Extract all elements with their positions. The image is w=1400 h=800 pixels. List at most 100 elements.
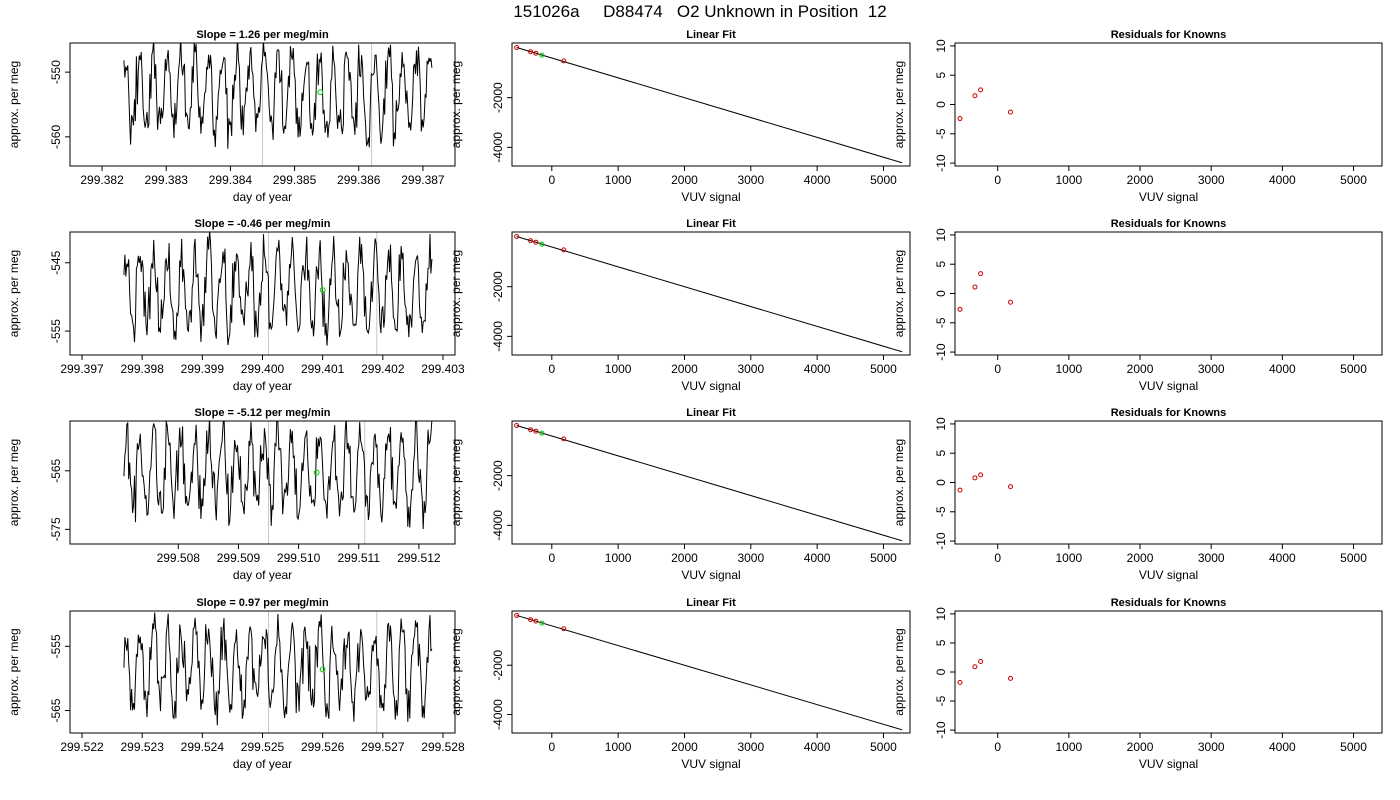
fit-line bbox=[516, 235, 903, 353]
timeseries-trace bbox=[123, 43, 433, 149]
plot-frame bbox=[69, 231, 456, 356]
panel-title: Linear Fit bbox=[686, 407, 736, 419]
timeseries-trace bbox=[123, 612, 433, 726]
plot-area bbox=[957, 472, 1014, 493]
x-axis-label: day of year bbox=[233, 190, 292, 204]
x-tick-label: 1000 bbox=[1056, 740, 1083, 754]
x-tick-label: 0 bbox=[994, 551, 1001, 565]
y-axis-label: approx. per meg bbox=[7, 628, 21, 715]
residual-point bbox=[972, 664, 978, 670]
y-tick-label: -550 bbox=[49, 60, 63, 84]
known-point bbox=[533, 239, 539, 245]
plot-frame bbox=[954, 420, 1383, 545]
y-tick-label: -5 bbox=[934, 317, 948, 328]
residual-point bbox=[972, 93, 978, 99]
x-axis-label: VUV signal bbox=[681, 190, 740, 204]
plot-area bbox=[123, 232, 433, 355]
x-tick-label: 299.384 bbox=[209, 173, 253, 187]
y-tick-label: -545 bbox=[49, 250, 63, 274]
x-tick-label: 1000 bbox=[605, 173, 632, 187]
known-point bbox=[528, 49, 534, 55]
x-tick-label: 299.524 bbox=[181, 740, 225, 754]
x-axis-label: VUV signal bbox=[1139, 757, 1198, 771]
y-axis-label: approx. per meg bbox=[892, 61, 906, 148]
x-axis-label: VUV signal bbox=[681, 379, 740, 393]
x-tick-label: 4000 bbox=[1269, 740, 1296, 754]
x-tick-label: 299.402 bbox=[361, 362, 405, 376]
x-tick-label: 3000 bbox=[737, 362, 764, 376]
x-tick-label: 299.398 bbox=[120, 362, 164, 376]
x-tick-label: 4000 bbox=[804, 362, 831, 376]
unknown-marker bbox=[319, 666, 326, 673]
x-tick-label: 5000 bbox=[870, 740, 897, 754]
y-axis-label: approx. per meg bbox=[7, 439, 21, 526]
y-tick-label: -10 bbox=[934, 154, 948, 172]
linear-fit-2: Linear Fit 0 1000 2000 3000 4000 5000 -2000 -400… bbox=[449, 218, 911, 393]
y-tick-label: 0 bbox=[934, 668, 948, 675]
x-tick-label: 3000 bbox=[1198, 362, 1225, 376]
y-tick-label: -555 bbox=[49, 634, 63, 658]
residual-point bbox=[957, 679, 963, 685]
unknown-point bbox=[539, 620, 545, 626]
figure-title: 151026a D88474 O2 Unknown in Position 12 bbox=[513, 2, 887, 21]
x-tick-label: 299.510 bbox=[277, 551, 321, 565]
y-axis-label: approx. per meg bbox=[892, 628, 906, 715]
y-axis-label: approx. per meg bbox=[449, 250, 463, 337]
x-tick-label: 2000 bbox=[671, 740, 698, 754]
x-tick-label: 3000 bbox=[1198, 173, 1225, 187]
x-tick-label: 2000 bbox=[671, 362, 698, 376]
x-tick-label: 1000 bbox=[1056, 551, 1083, 565]
unknown-marker bbox=[317, 89, 324, 96]
plot-frame bbox=[511, 42, 911, 167]
x-tick-label: 3000 bbox=[737, 740, 764, 754]
timeseries-1: Slope = 1.26 per meg/min 299.382 299.383 29… bbox=[7, 29, 456, 204]
x-axis-label: day of year bbox=[233, 379, 292, 393]
timeseries-trace bbox=[123, 421, 433, 530]
x-tick-label: 2000 bbox=[671, 173, 698, 187]
y-tick-label: 5 bbox=[934, 450, 948, 457]
x-tick-label: 299.527 bbox=[361, 740, 405, 754]
y-tick-label: -10 bbox=[934, 343, 948, 361]
x-tick-label: 3000 bbox=[737, 551, 764, 565]
panel-title: Slope = 0.97 per meg/min bbox=[196, 597, 329, 609]
known-point bbox=[514, 44, 520, 50]
panel-title: Linear Fit bbox=[686, 29, 736, 41]
timeseries-4: Slope = 0.97 per meg/min 299.522 299.523 29… bbox=[7, 597, 465, 771]
known-point bbox=[561, 247, 567, 253]
plot-area bbox=[123, 611, 433, 733]
known-point bbox=[533, 428, 539, 434]
linear-fit-3: Linear Fit 0 1000 2000 3000 4000 5000 -2000 -400… bbox=[449, 407, 911, 582]
x-axis-label: VUV signal bbox=[1139, 190, 1198, 204]
fit-line bbox=[516, 46, 903, 164]
y-tick-label: 0 bbox=[934, 290, 948, 297]
plot-area bbox=[514, 44, 903, 164]
timeseries-2: Slope = -0.46 per meg/min 299.397 299.398 2… bbox=[7, 218, 465, 393]
x-tick-label: 2000 bbox=[1127, 173, 1154, 187]
x-tick-label: 299.528 bbox=[421, 740, 465, 754]
x-tick-label: 1000 bbox=[605, 551, 632, 565]
x-tick-label: 5000 bbox=[1340, 362, 1367, 376]
y-tick-label: -4000 bbox=[491, 321, 505, 352]
x-tick-label: 299.523 bbox=[120, 740, 164, 754]
plot-area bbox=[957, 659, 1014, 685]
x-tick-label: 299.387 bbox=[401, 173, 445, 187]
plot-area bbox=[123, 421, 433, 544]
plot-frame bbox=[69, 42, 456, 167]
y-axis-label: approx. per meg bbox=[892, 439, 906, 526]
plot-frame bbox=[954, 610, 1383, 734]
y-tick-label: -2000 bbox=[491, 650, 505, 681]
residual-point bbox=[978, 271, 984, 277]
x-tick-label: 1000 bbox=[1056, 173, 1083, 187]
x-tick-label: 1000 bbox=[605, 362, 632, 376]
y-axis-label: approx. per meg bbox=[7, 61, 21, 148]
y-tick-label: -565 bbox=[49, 458, 63, 482]
x-tick-label: 5000 bbox=[1340, 173, 1367, 187]
residual-point bbox=[957, 306, 963, 312]
residuals-1: Residuals for Knowns 0 1000 2000 3000 4000 500… bbox=[892, 29, 1383, 204]
residual-point bbox=[978, 659, 984, 665]
x-tick-label: 4000 bbox=[1269, 362, 1296, 376]
fit-line bbox=[516, 424, 903, 542]
panel-title: Linear Fit bbox=[686, 597, 736, 609]
plot-frame bbox=[954, 231, 1383, 356]
y-tick-label: -5 bbox=[934, 506, 948, 517]
